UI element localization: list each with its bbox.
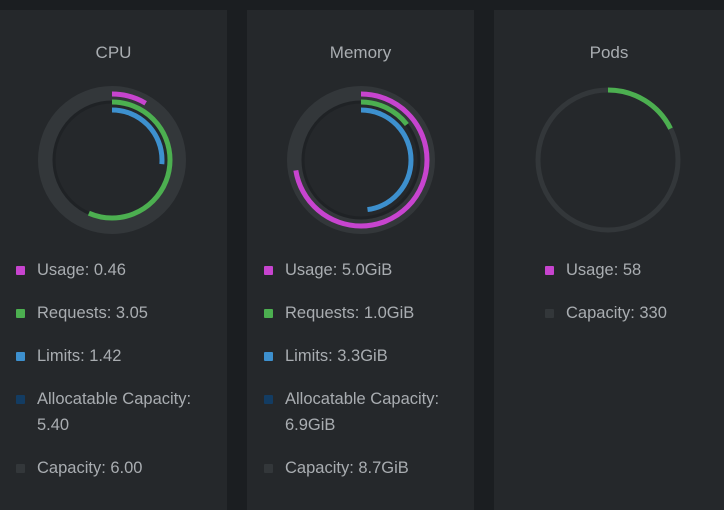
limits-dot [16,352,25,361]
cpu-ring-chart [38,86,186,234]
cpu-card: CPU Usage: 0.46 Requests: 3.05 Limits: 1… [0,10,227,510]
legend-label: Limits: 1.42 [37,347,122,365]
pods-card: Pods Usage: 58 Capacity: 330 [494,10,724,510]
legend-label: Usage: 58 [566,261,642,279]
usage-arc [43,91,181,229]
legend-item-allocatable: Allocatable Capacity: 6.9GiB [264,386,465,438]
legend-item-requests: Requests: 3.05 [16,300,217,326]
usage-arc [292,91,430,229]
legend-item-capacity: Capacity: 6.00 [16,455,217,481]
requests-arc [300,99,422,221]
limits-arc [308,107,414,213]
legend-label: Capacity: 8.7GiB [285,459,409,477]
capacity-dot [264,464,273,473]
legend-item-capacity: Capacity: 330 [545,300,724,326]
legend-item-usage: Usage: 0.46 [16,257,217,283]
capacity-ring [38,86,186,234]
legend-item-usage: Usage: 58 [545,257,724,283]
legend-label: Requests: 3.05 [37,304,148,322]
legend-label: Usage: 5.0GiB [285,261,393,279]
pods-legend: Usage: 58 Capacity: 330 [545,257,724,343]
capacity-dot [545,309,554,318]
cpu-legend: Usage: 0.46 Requests: 3.05 Limits: 1.42 … [16,257,217,498]
legend-item-allocatable: Allocatable Capacity: 5.40 [16,386,217,438]
requests-dot [16,309,25,318]
requests-dot [264,309,273,318]
legend-item-requests: Requests: 1.0GiB [264,300,465,326]
legend-item-usage: Usage: 5.0GiB [264,257,465,283]
allocatable-dot [16,395,25,404]
usage-dot [264,266,273,275]
usage-dot [545,266,554,275]
legend-label: Capacity: 330 [566,304,667,322]
limits-dot [264,352,273,361]
legend-label: Limits: 3.3GiB [285,347,388,365]
cpu-card-title: CPU [95,43,132,62]
usage-dot [16,266,25,275]
memory-ring-chart [287,86,435,234]
capacity-dot [16,464,25,473]
memory-card: Memory Usage: 5.0GiB Requests: 1.0GiB Li… [247,10,474,510]
limits-arc [59,107,165,213]
pods-card-title: Pods [589,43,629,62]
memory-card-title: Memory [329,43,392,62]
legend-label: Requests: 1.0GiB [285,304,415,322]
memory-legend: Usage: 5.0GiB Requests: 1.0GiB Limits: 3… [264,257,465,498]
legend-label: Allocatable Capacity: 5.40 [37,390,192,434]
legend-label: Usage: 0.46 [37,261,126,279]
requests-arc [51,99,173,221]
legend-label: Allocatable Capacity: 6.9GiB [285,390,440,434]
legend-label: Capacity: 6.00 [37,459,143,477]
usage-arc [535,87,681,233]
legend-item-capacity: Capacity: 8.7GiB [264,455,465,481]
legend-item-limits: Limits: 3.3GiB [264,343,465,369]
legend-item-limits: Limits: 1.42 [16,343,217,369]
pods-ring-chart [535,87,681,233]
allocatable-dot [264,395,273,404]
